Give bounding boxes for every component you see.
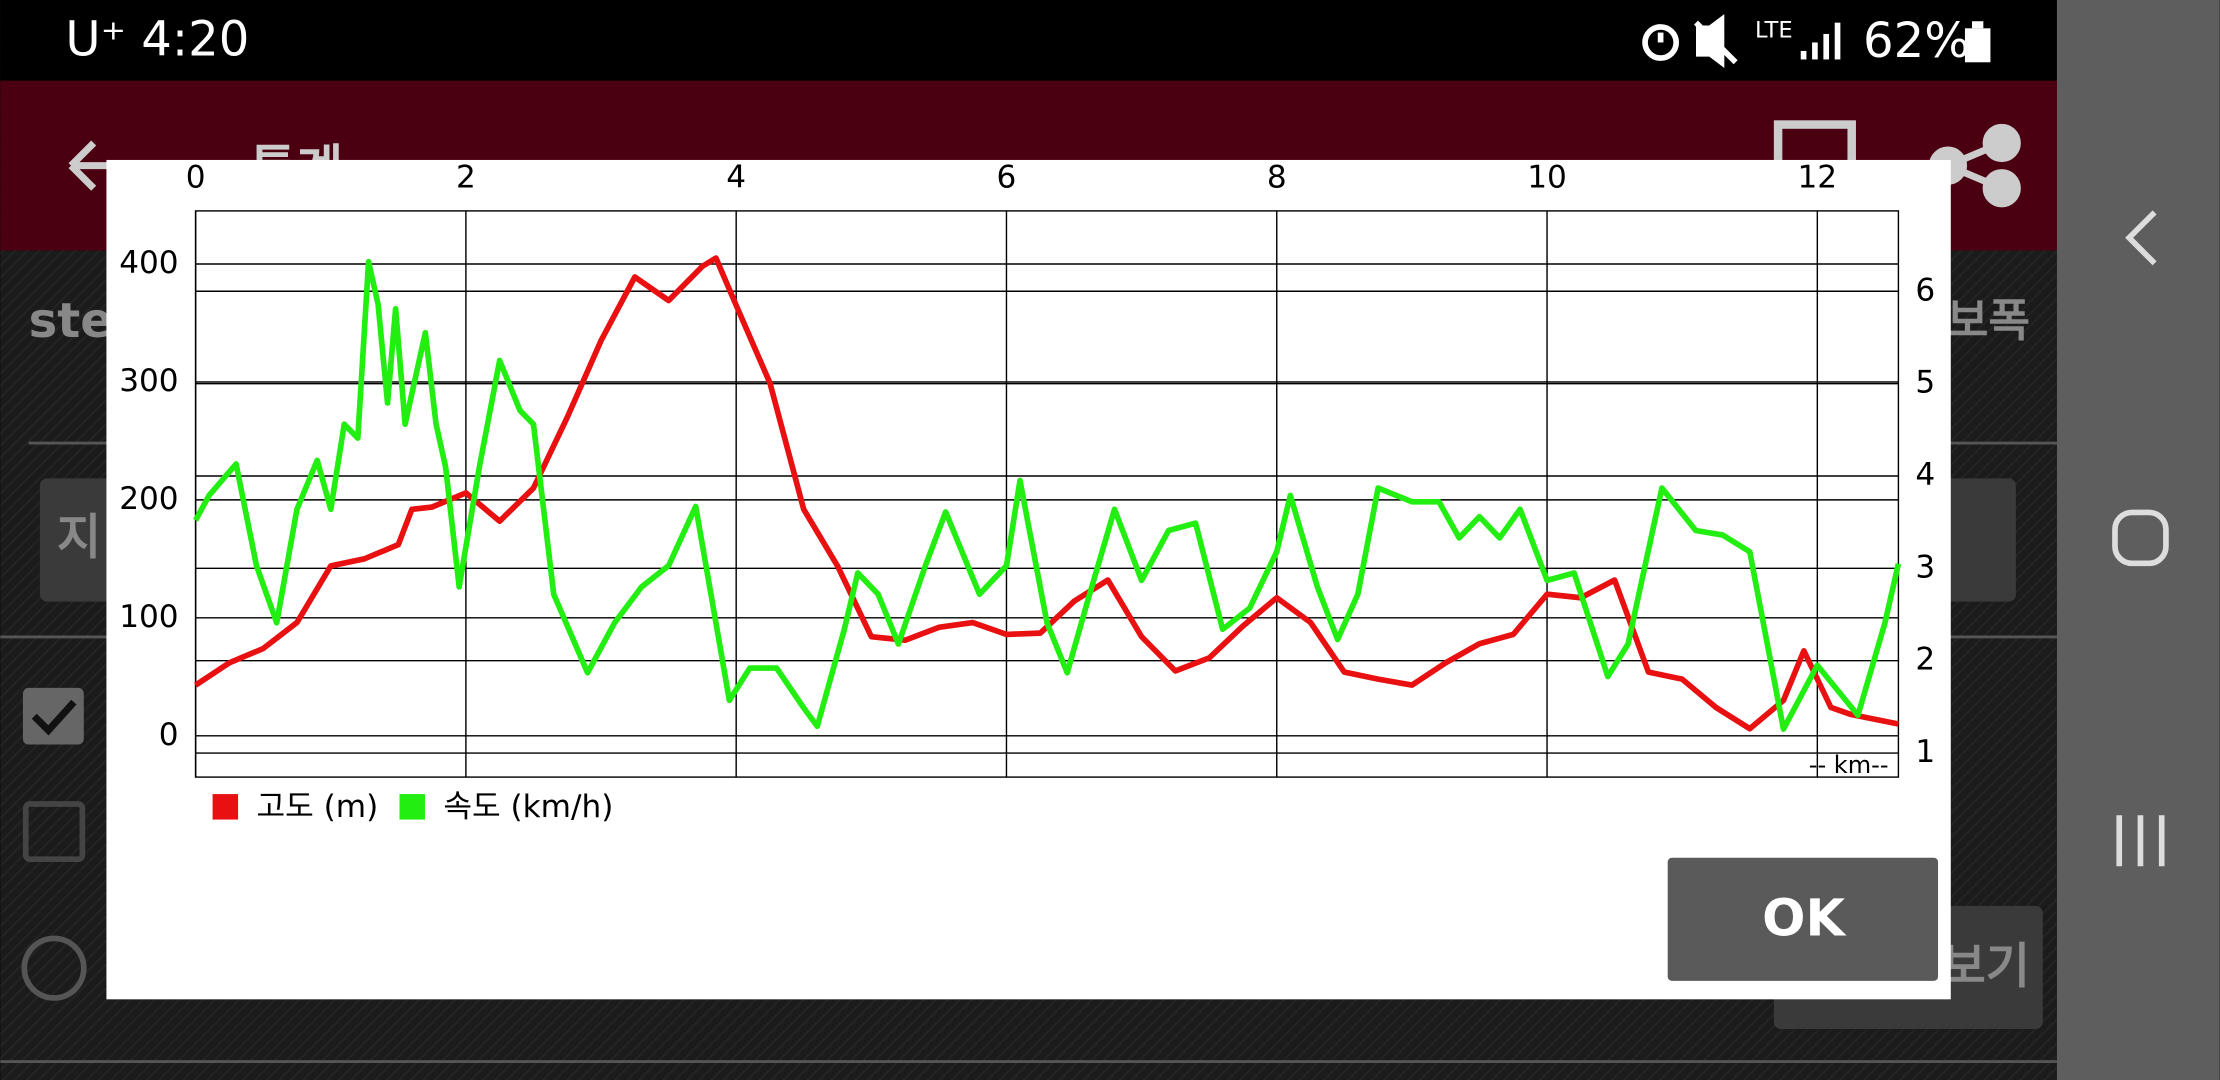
radio-button[interactable]: [21, 935, 87, 1001]
y2-tick-label: 6: [1915, 272, 1935, 308]
x-tick-label: 2: [456, 159, 476, 195]
x-tick-label: 12: [1798, 159, 1838, 195]
check-mark: [31, 699, 77, 736]
y2-tick-label: 1: [1915, 734, 1935, 770]
y-tick-label: 300: [119, 363, 178, 399]
legend-swatch: [399, 794, 425, 820]
legend-swatch: [212, 794, 239, 820]
battery-level: 62%: [1863, 13, 1970, 69]
status-bar: [0, 0, 2057, 81]
y-tick-label: 100: [119, 599, 178, 635]
ok-button-label: OK: [1762, 889, 1847, 948]
checkbox-checked[interactable]: [22, 687, 84, 745]
series-line: [193, 258, 1902, 732]
y2-tick-label: 3: [1915, 549, 1935, 585]
nav-home[interactable]: [2112, 509, 2169, 567]
legend-label: 속도 (km/h): [443, 789, 613, 825]
nav-back[interactable]: [2125, 210, 2157, 266]
x-tick-label: 10: [1527, 159, 1567, 195]
network-type: LTE: [1755, 18, 1793, 44]
status-icons: [1642, 14, 1991, 68]
share-button[interactable]: [1928, 123, 2021, 208]
x-tick-label: 6: [997, 159, 1017, 195]
status-time: U⁺ 4:20: [65, 11, 249, 67]
legend-label: 고도 (m): [256, 789, 378, 825]
nav-recent[interactable]: [2116, 815, 2165, 867]
y-tick-label: 200: [119, 481, 178, 517]
y2-tick-label: 4: [1915, 457, 1935, 493]
y2-tick-label: 5: [1915, 365, 1935, 401]
checkbox[interactable]: [22, 801, 86, 863]
y-tick-label: 0: [159, 717, 179, 753]
row-label-right: 보폭: [1947, 294, 2030, 347]
navigation-bar: [2056, 0, 2220, 1080]
y2-tick-label: 2: [1915, 642, 1935, 678]
series-line: [194, 255, 1899, 732]
x-tick-label: 8: [1267, 159, 1287, 195]
x-tick-label: 4: [726, 159, 746, 195]
x-axis-label: -- km--: [1809, 751, 1889, 779]
y-tick-label: 400: [119, 245, 178, 281]
x-tick-label: 0: [186, 159, 206, 195]
ok-button[interactable]: [1667, 857, 1939, 981]
left-button-label: 지: [57, 510, 101, 566]
view-button-label: 보기: [1942, 939, 2031, 995]
